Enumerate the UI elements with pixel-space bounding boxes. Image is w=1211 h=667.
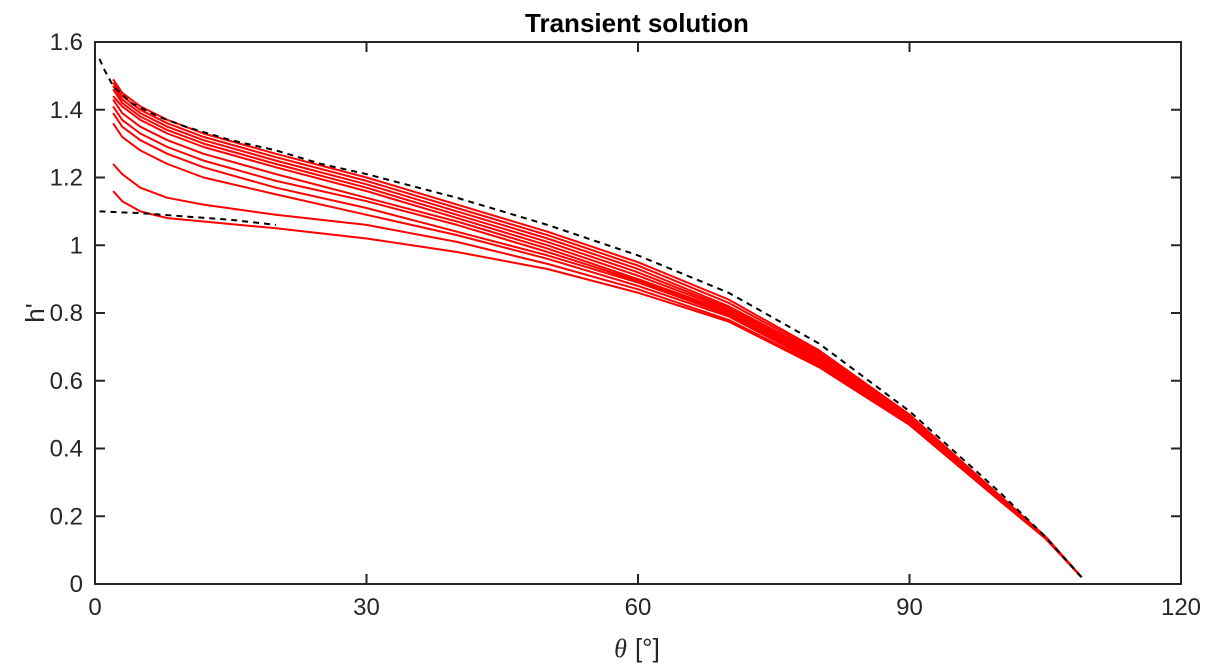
y-tick-label: 1.6 [50, 29, 83, 56]
y-axis-label: h' [20, 303, 50, 322]
chart-title: Transient solution [525, 8, 749, 38]
transient-series-line-1 [112, 78, 1083, 578]
y-axis: 0 0.2 0.4 0.6 0.8 1 1.2 1.4 1.6 [50, 29, 1181, 598]
x-axis-symbol: θ [614, 634, 627, 663]
x-axis-unit: [°] [635, 633, 660, 663]
x-axis-label: θ [°] [614, 633, 660, 663]
transient-series-line-7 [112, 105, 1083, 578]
y-tick-label: 0 [70, 571, 83, 598]
x-axis: 0 30 60 90 120 [88, 42, 1201, 621]
series-layer [112, 78, 1083, 578]
y-tick-label: 1.2 [50, 165, 83, 192]
bound-dashed-line-2 [99, 210, 277, 226]
transient-series-line-3 [112, 85, 1083, 578]
y-tick-label: 1 [70, 232, 83, 259]
x-tick-label: 30 [353, 594, 380, 621]
x-tick-label: 120 [1161, 594, 1201, 621]
y-tick-label: 0.2 [50, 503, 83, 530]
y-tick-label: 0.8 [50, 300, 83, 327]
y-tick-label: 0.4 [50, 436, 83, 463]
bounds-layer [98, 58, 1083, 578]
x-tick-label: 90 [896, 594, 923, 621]
y-tick-label: 0.6 [50, 368, 83, 395]
y-tick-label: 1.4 [50, 97, 83, 124]
transient-series-line-8 [112, 112, 1083, 578]
x-tick-label: 60 [625, 594, 652, 621]
transient-series-line-9 [112, 122, 1083, 578]
plot-frame [94, 41, 1182, 585]
bound-dashed-line-1 [98, 58, 1083, 578]
transient-series-line-11 [112, 190, 1083, 578]
x-tick-label: 0 [88, 594, 101, 621]
transient-series-line-6 [112, 99, 1083, 578]
transient-series-line-2 [112, 82, 1083, 578]
